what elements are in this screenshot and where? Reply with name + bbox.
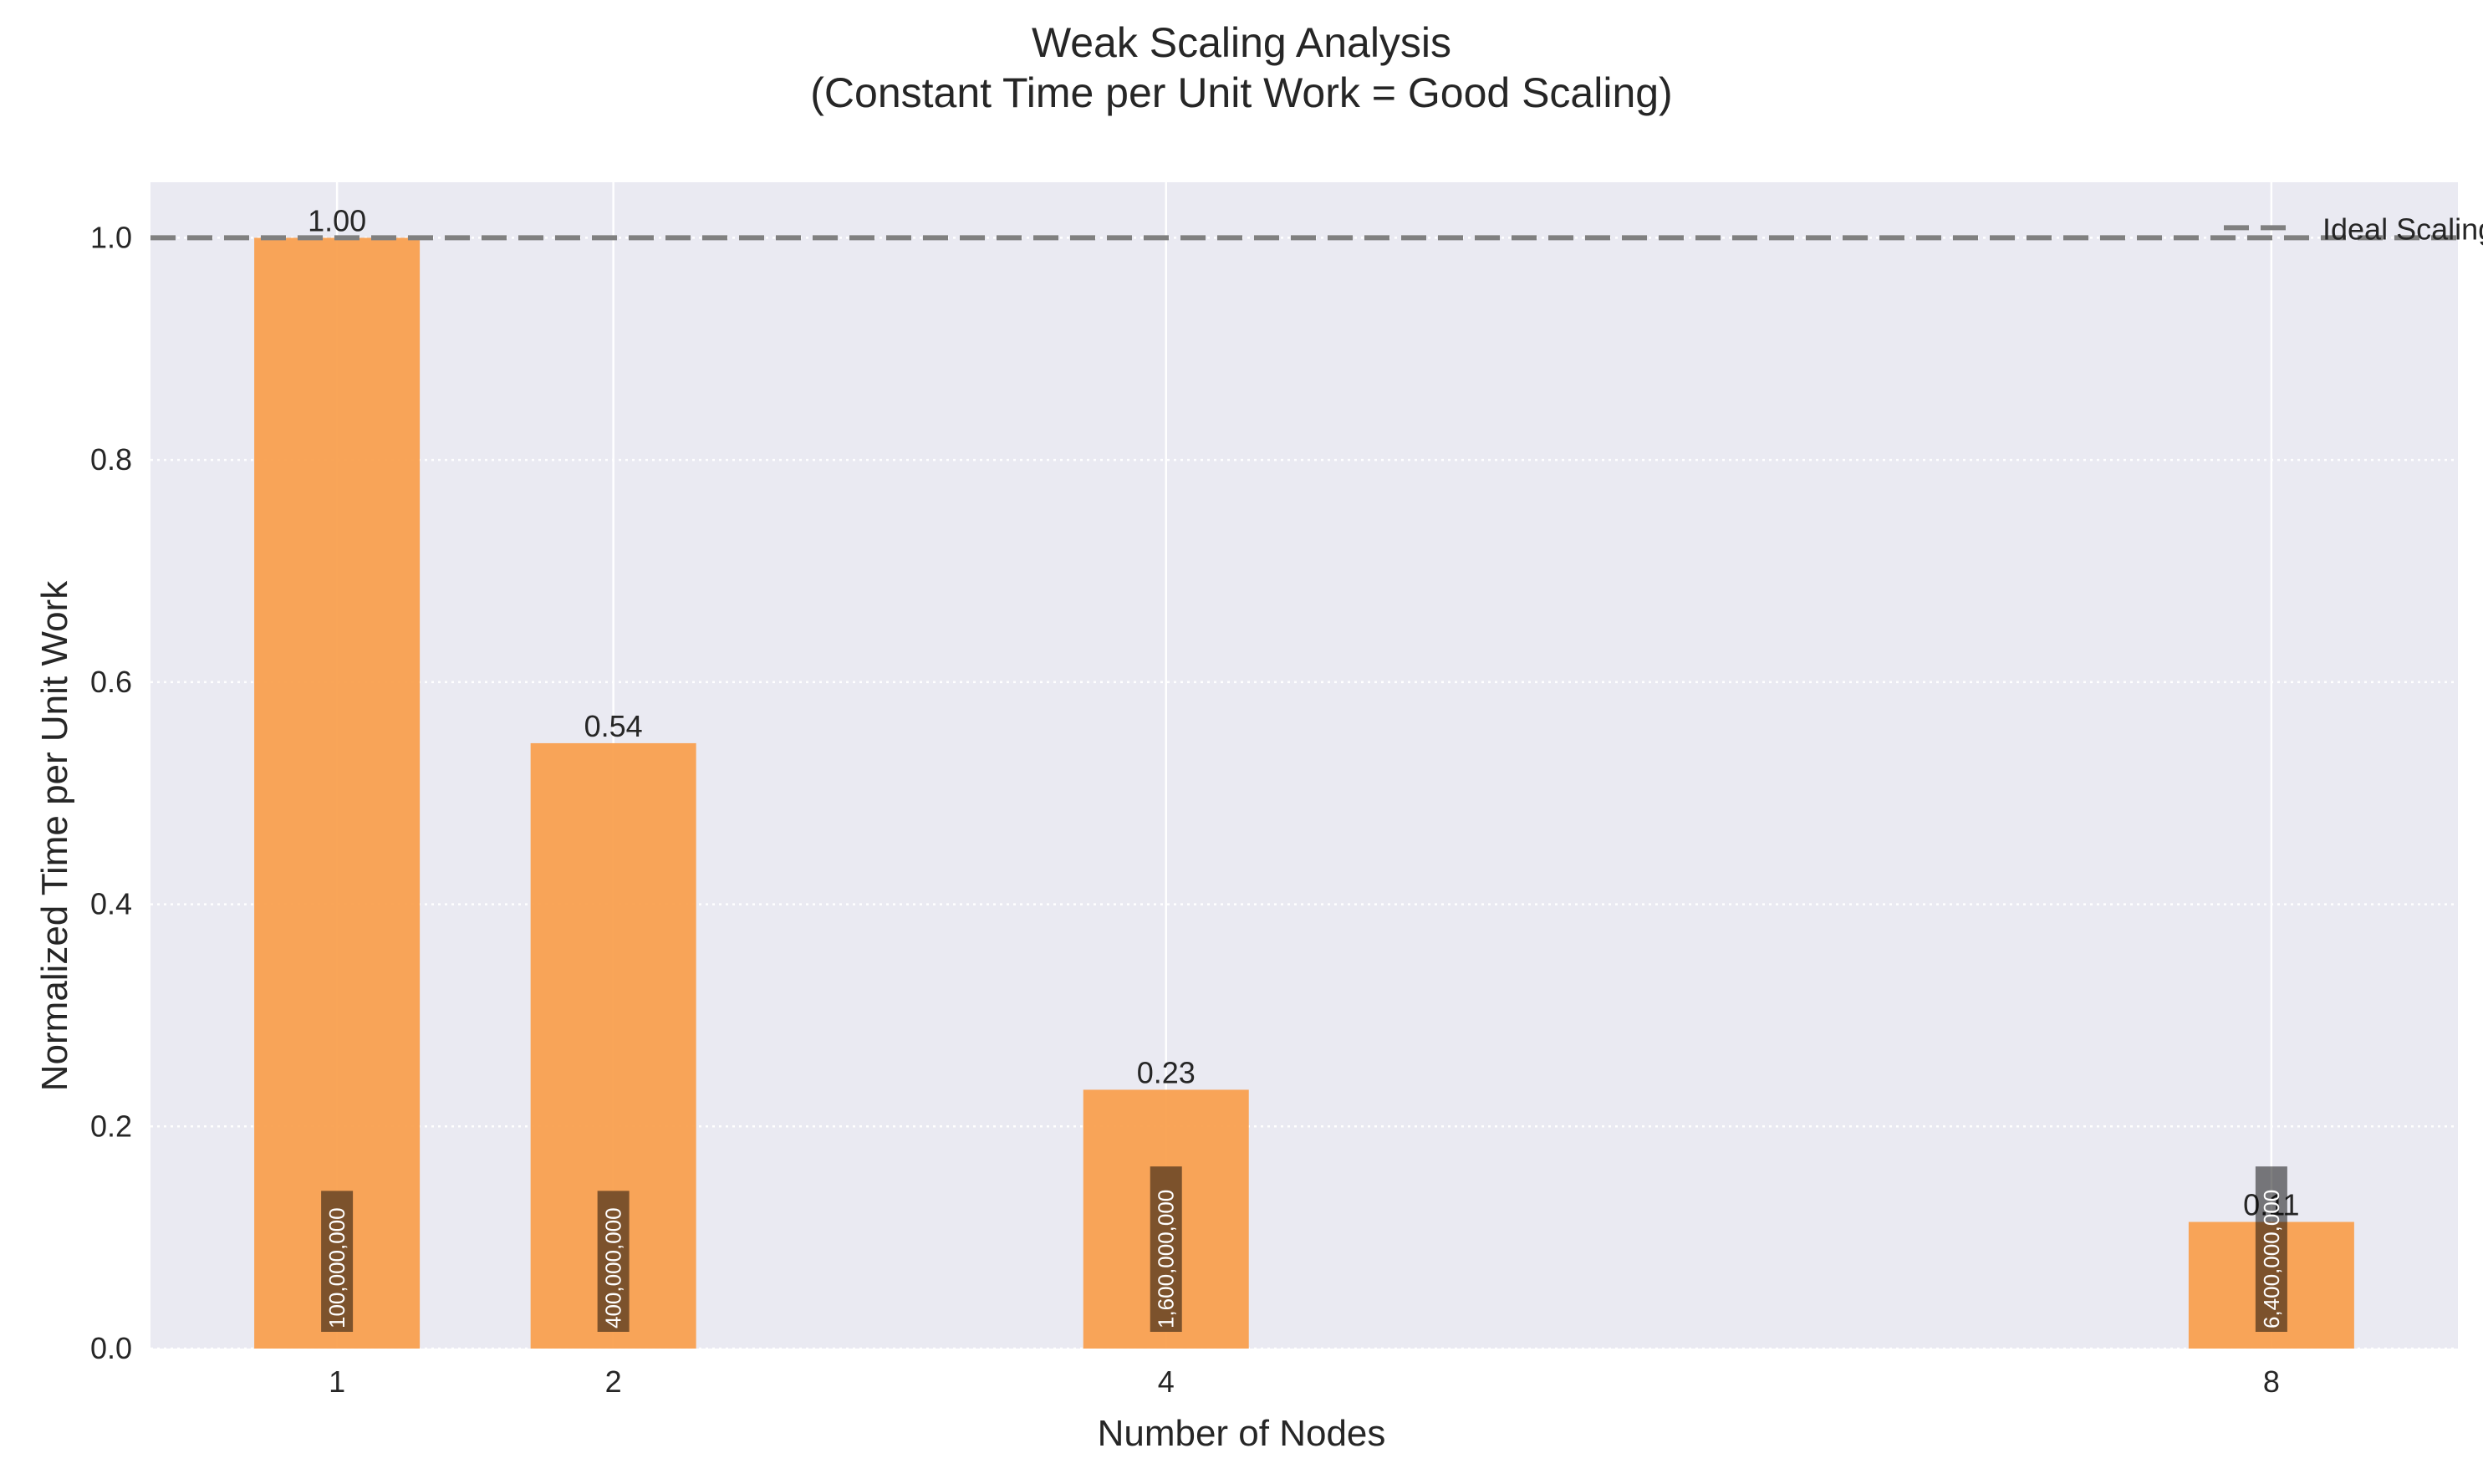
- work-size-label-text: 100,000,000: [324, 1207, 349, 1328]
- work-size-label-text: 400,000,000: [601, 1207, 626, 1328]
- y-tick-label: 0.6: [90, 665, 132, 699]
- y-tick-label: 0.0: [90, 1331, 132, 1365]
- bar-value-label: 0.54: [584, 709, 643, 743]
- legend-label: Ideal Scaling: [2322, 212, 2483, 246]
- work-size-label-text: 1,600,000,000: [1154, 1190, 1179, 1328]
- work-size-label-box: [2255, 1166, 2287, 1332]
- bar-value-label: 1.00: [308, 203, 366, 237]
- bar: [254, 237, 421, 1349]
- work-size-label-box: [597, 1191, 630, 1332]
- y-tick-label: 1.0: [90, 220, 132, 254]
- y-tick-label: 0.4: [90, 887, 132, 921]
- y-tick-label: 0.8: [90, 442, 132, 477]
- chart-title: Weak Scaling Analysis: [1031, 19, 1452, 66]
- work-size-label: 400,000,000: [597, 1191, 630, 1332]
- x-tick-label: 2: [605, 1364, 622, 1399]
- x-tick-label: 8: [2263, 1364, 2280, 1399]
- plot-background: [150, 182, 2458, 1349]
- x-tick-label: 4: [1158, 1364, 1175, 1399]
- work-size-label: 1,600,000,000: [1150, 1166, 1182, 1332]
- work-size-label-box: [1150, 1166, 1182, 1332]
- work-size-label-box: [321, 1191, 354, 1332]
- work-size-label-text: 6,400,000,000: [2259, 1190, 2284, 1328]
- work-size-label: 100,000,000: [321, 1191, 354, 1332]
- x-axis-label: Number of Nodes: [1097, 1413, 1386, 1454]
- y-tick-label: 0.2: [90, 1109, 132, 1143]
- bar-value-label: 0.23: [1137, 1055, 1196, 1089]
- chart-subtitle: (Constant Time per Unit Work = Good Scal…: [810, 69, 1673, 116]
- work-size-label: 6,400,000,000: [2255, 1166, 2287, 1332]
- y-axis-label: Normalized Time per Unit Work: [34, 580, 75, 1092]
- x-tick-label: 1: [329, 1364, 345, 1399]
